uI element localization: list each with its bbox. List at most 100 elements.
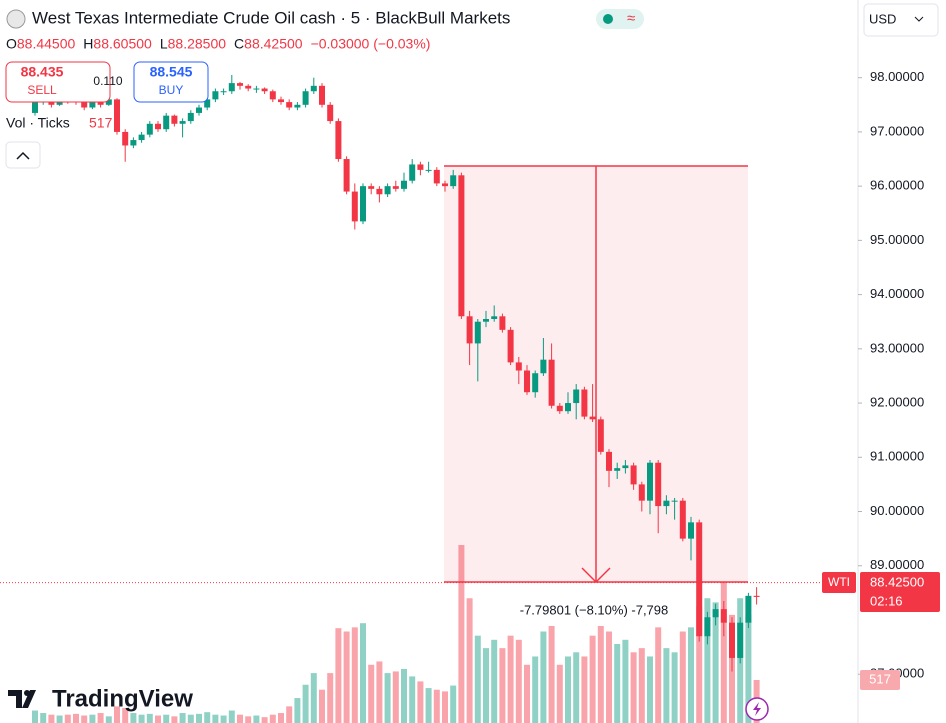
candle-body	[196, 107, 202, 113]
y-tick-label: 90.00000	[870, 503, 924, 518]
volume-bar	[474, 635, 481, 723]
volume-bar	[187, 714, 194, 723]
volume-bar	[565, 656, 571, 723]
volume-bar	[155, 715, 161, 723]
volume-bar	[138, 714, 145, 723]
volume-bar	[319, 689, 325, 723]
candle-body	[688, 522, 694, 539]
volume-bar	[204, 712, 211, 723]
candle-body	[155, 123, 161, 130]
candle-body	[515, 362, 522, 371]
volume-bar	[130, 713, 137, 723]
candle-body	[286, 102, 293, 108]
sell-label[interactable]: SELL	[27, 83, 57, 97]
volume-bar	[220, 715, 227, 723]
candle-body	[671, 500, 678, 502]
currency-caret	[914, 16, 924, 22]
candle-body	[630, 465, 637, 485]
volume-bar	[425, 688, 432, 723]
volume-bar	[524, 664, 530, 723]
volume-bar	[417, 681, 424, 723]
symbol-tag: WTI	[828, 575, 850, 589]
volume-bar	[614, 643, 621, 723]
volume-bar	[228, 710, 235, 723]
candle-body	[179, 121, 186, 124]
candle-body	[458, 175, 465, 317]
candle-body	[483, 319, 489, 322]
volume-bar	[597, 623, 604, 723]
volume-bar	[458, 545, 465, 723]
volume-bar	[196, 713, 202, 723]
buy-price[interactable]: 88.545	[150, 64, 193, 80]
sell-price[interactable]: 88.435	[21, 64, 64, 80]
measure-label-box	[498, 595, 690, 626]
brand-dot	[24, 690, 30, 696]
candle-body	[310, 85, 317, 92]
volume-bar	[245, 716, 252, 723]
volume-bar	[671, 652, 678, 723]
candle-body	[392, 186, 399, 189]
candle-body	[245, 85, 252, 89]
buy-button[interactable]	[133, 61, 209, 103]
volume-bar	[638, 648, 645, 723]
collapse-button[interactable]	[5, 141, 41, 169]
candle-body	[278, 99, 284, 103]
candle-body	[729, 622, 735, 658]
change: −0.03000 (−0.03%)	[311, 36, 431, 52]
candle-body	[228, 83, 235, 92]
brand: TradingView	[52, 685, 193, 712]
volume-value: 517	[89, 115, 113, 131]
candle-body	[622, 465, 629, 469]
volume-bar	[532, 656, 539, 723]
candle-body	[105, 99, 112, 105]
candle-body	[491, 316, 498, 320]
volume-bar	[114, 706, 120, 723]
volume-bar	[294, 698, 301, 723]
volume-bar	[64, 714, 71, 723]
candle-body	[81, 102, 88, 108]
volume-bar	[327, 673, 334, 723]
volume-bar	[171, 716, 178, 723]
candle-body	[269, 91, 276, 100]
candle-body	[573, 389, 580, 404]
candle-body	[302, 91, 309, 105]
volume-bar	[466, 598, 473, 723]
sell-button[interactable]	[5, 61, 111, 103]
volume-bar	[40, 713, 47, 723]
volume-bar	[351, 627, 358, 723]
candle-body	[335, 121, 342, 160]
readout-key: L	[160, 36, 168, 52]
candle-body	[32, 102, 38, 113]
volume-bar	[696, 606, 703, 723]
y-tick-label: 92.00000	[870, 394, 924, 409]
candle-body	[384, 186, 391, 195]
candle-body	[409, 164, 416, 181]
candle-body	[606, 451, 612, 471]
volume-label: Vol · Ticks	[6, 115, 70, 131]
volume-bar	[401, 668, 407, 723]
candle-body	[130, 140, 137, 146]
volume-bar	[146, 713, 153, 723]
volume-bar	[556, 664, 563, 723]
y-tick-label: 97.00000	[870, 123, 924, 138]
status-icon: ≈	[627, 10, 635, 27]
collapse-icon	[16, 151, 30, 160]
volume-bar	[376, 661, 383, 723]
candle-body	[319, 85, 325, 105]
currency-button[interactable]	[863, 3, 939, 37]
currency[interactable]: USD	[869, 11, 896, 26]
volume-bar	[278, 713, 284, 723]
symbol-tag-box	[822, 572, 856, 593]
volume-badge	[860, 670, 900, 690]
candle-body	[89, 102, 96, 108]
y-tick-label: 91.00000	[870, 449, 924, 464]
candle-body	[565, 403, 571, 412]
buy-label[interactable]: BUY	[159, 83, 184, 97]
candle-body	[294, 104, 301, 108]
volume-bar	[269, 714, 276, 723]
volume-bar	[655, 627, 662, 723]
volume-bar	[73, 713, 79, 723]
candle-body	[351, 191, 358, 222]
spread: 0.110	[93, 74, 122, 88]
candle-body	[433, 169, 440, 184]
